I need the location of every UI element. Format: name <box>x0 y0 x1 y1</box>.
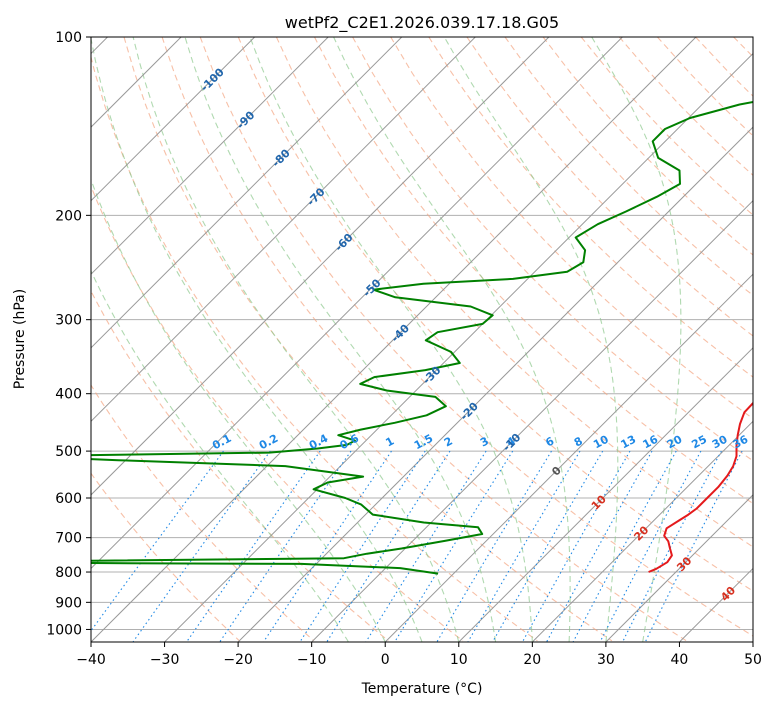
dry-adiabat-line <box>91 384 315 642</box>
x-tick-label: 30 <box>597 652 615 668</box>
dry-adiabat-line <box>352 37 753 462</box>
x-tick-label: −30 <box>150 652 180 668</box>
y-tick-label: 800 <box>55 565 82 581</box>
y-tick-label: 300 <box>55 313 82 329</box>
isotherm-line <box>605 494 753 642</box>
sounding-series <box>91 100 753 575</box>
isotherm-line <box>531 420 753 642</box>
mixing-ratio-lines <box>91 450 743 642</box>
dry-adiabat-line <box>91 184 464 642</box>
isotherms <box>91 37 753 642</box>
mixing-ratio-line <box>185 450 321 642</box>
y-tick-label: 500 <box>55 444 82 460</box>
mixing-ratio-label: 16 <box>641 433 661 452</box>
y-tick-label: 600 <box>55 491 82 507</box>
isotherm-line <box>91 37 256 202</box>
dry-adiabat-line <box>91 290 389 642</box>
plot-frame <box>90 36 754 643</box>
dry-adiabat-line <box>275 37 753 548</box>
dry-adiabat-line <box>237 37 753 592</box>
moist-adiabat-line <box>249 37 533 642</box>
x-tick-label: −20 <box>223 652 253 668</box>
chart-title: wetPf2_C2E1.2026.039.17.18.G05 <box>285 13 559 33</box>
moist-adiabat-line <box>91 37 423 642</box>
mixing-ratio-label: 25 <box>689 433 709 452</box>
dewpoint-line <box>91 100 753 575</box>
moist-adiabats <box>91 37 682 642</box>
mixing-ratio-line <box>365 450 487 642</box>
moist-adiabat-line <box>591 37 682 642</box>
dry-adiabat-line <box>390 37 753 420</box>
mixing-ratio-line <box>644 450 743 642</box>
y-tick-label: 400 <box>55 387 82 403</box>
isotherm-line <box>91 37 550 496</box>
mixing-ratio-line <box>299 450 426 642</box>
isotherm-line <box>91 37 329 275</box>
x-tick-label: 40 <box>670 652 688 668</box>
axis-ticks: −40 −30 −20 −10 0 10 20 30 40 50 100 200 300 400 500 60… <box>46 30 762 668</box>
isotherm-line <box>384 273 753 642</box>
dry-adiabat-line <box>199 37 753 637</box>
x-tick-label: 10 <box>450 652 468 668</box>
isotherm-line <box>91 37 624 570</box>
y-tick-label: 200 <box>55 208 82 224</box>
mixing-ratio-line <box>572 450 677 642</box>
x-tick-label: 20 <box>523 652 541 668</box>
isotherm-line <box>458 347 753 642</box>
dry-adiabats <box>91 37 753 642</box>
x-tick-label: −40 <box>76 652 106 668</box>
y-axis-label: Pressure (hPa) <box>12 289 28 389</box>
mixing-ratio-line <box>91 450 224 632</box>
mixing-ratio-label: 36 <box>731 433 751 452</box>
isotherm-line <box>91 37 477 423</box>
mixing-ratio-label: 20 <box>665 433 685 452</box>
pressure-gridlines <box>91 37 753 630</box>
y-tick-label: 1000 <box>46 622 82 638</box>
moist-adiabat-line <box>333 37 571 642</box>
temperature-line <box>648 401 753 573</box>
y-tick-label: 100 <box>55 30 82 46</box>
moist-adiabat-line <box>91 269 349 642</box>
mixing-ratio-line <box>545 450 653 642</box>
mixing-ratio-label: 30 <box>710 433 730 452</box>
x-tick-label: 0 <box>381 652 390 668</box>
moist-adiabat-line <box>132 37 460 642</box>
mixing-ratio-label: 10 <box>591 433 611 452</box>
isotherm-line <box>91 37 182 128</box>
x-axis-label: Temperature (°C) <box>361 681 483 697</box>
dry-adiabat-line <box>91 54 538 642</box>
isotherm-line <box>91 37 697 642</box>
x-tick-label: −10 <box>297 652 327 668</box>
y-tick-label: 700 <box>55 531 82 547</box>
dry-adiabat-line <box>161 37 687 642</box>
isotherm-line <box>237 126 753 642</box>
x-tick-label: 50 <box>744 652 762 668</box>
moist-adiabat-line <box>443 37 619 642</box>
mixing-ratio-line <box>621 450 722 642</box>
mixing-ratio-line <box>132 450 271 642</box>
isotherm-line <box>91 37 403 349</box>
dry-adiabat-line <box>504 37 753 297</box>
y-tick-label: 900 <box>55 595 82 611</box>
dry-adiabat-line <box>123 37 613 642</box>
mixing-ratio-line <box>521 450 631 642</box>
mixing-ratio-label: 13 <box>619 433 639 452</box>
mixing-ratio-line <box>599 450 702 642</box>
